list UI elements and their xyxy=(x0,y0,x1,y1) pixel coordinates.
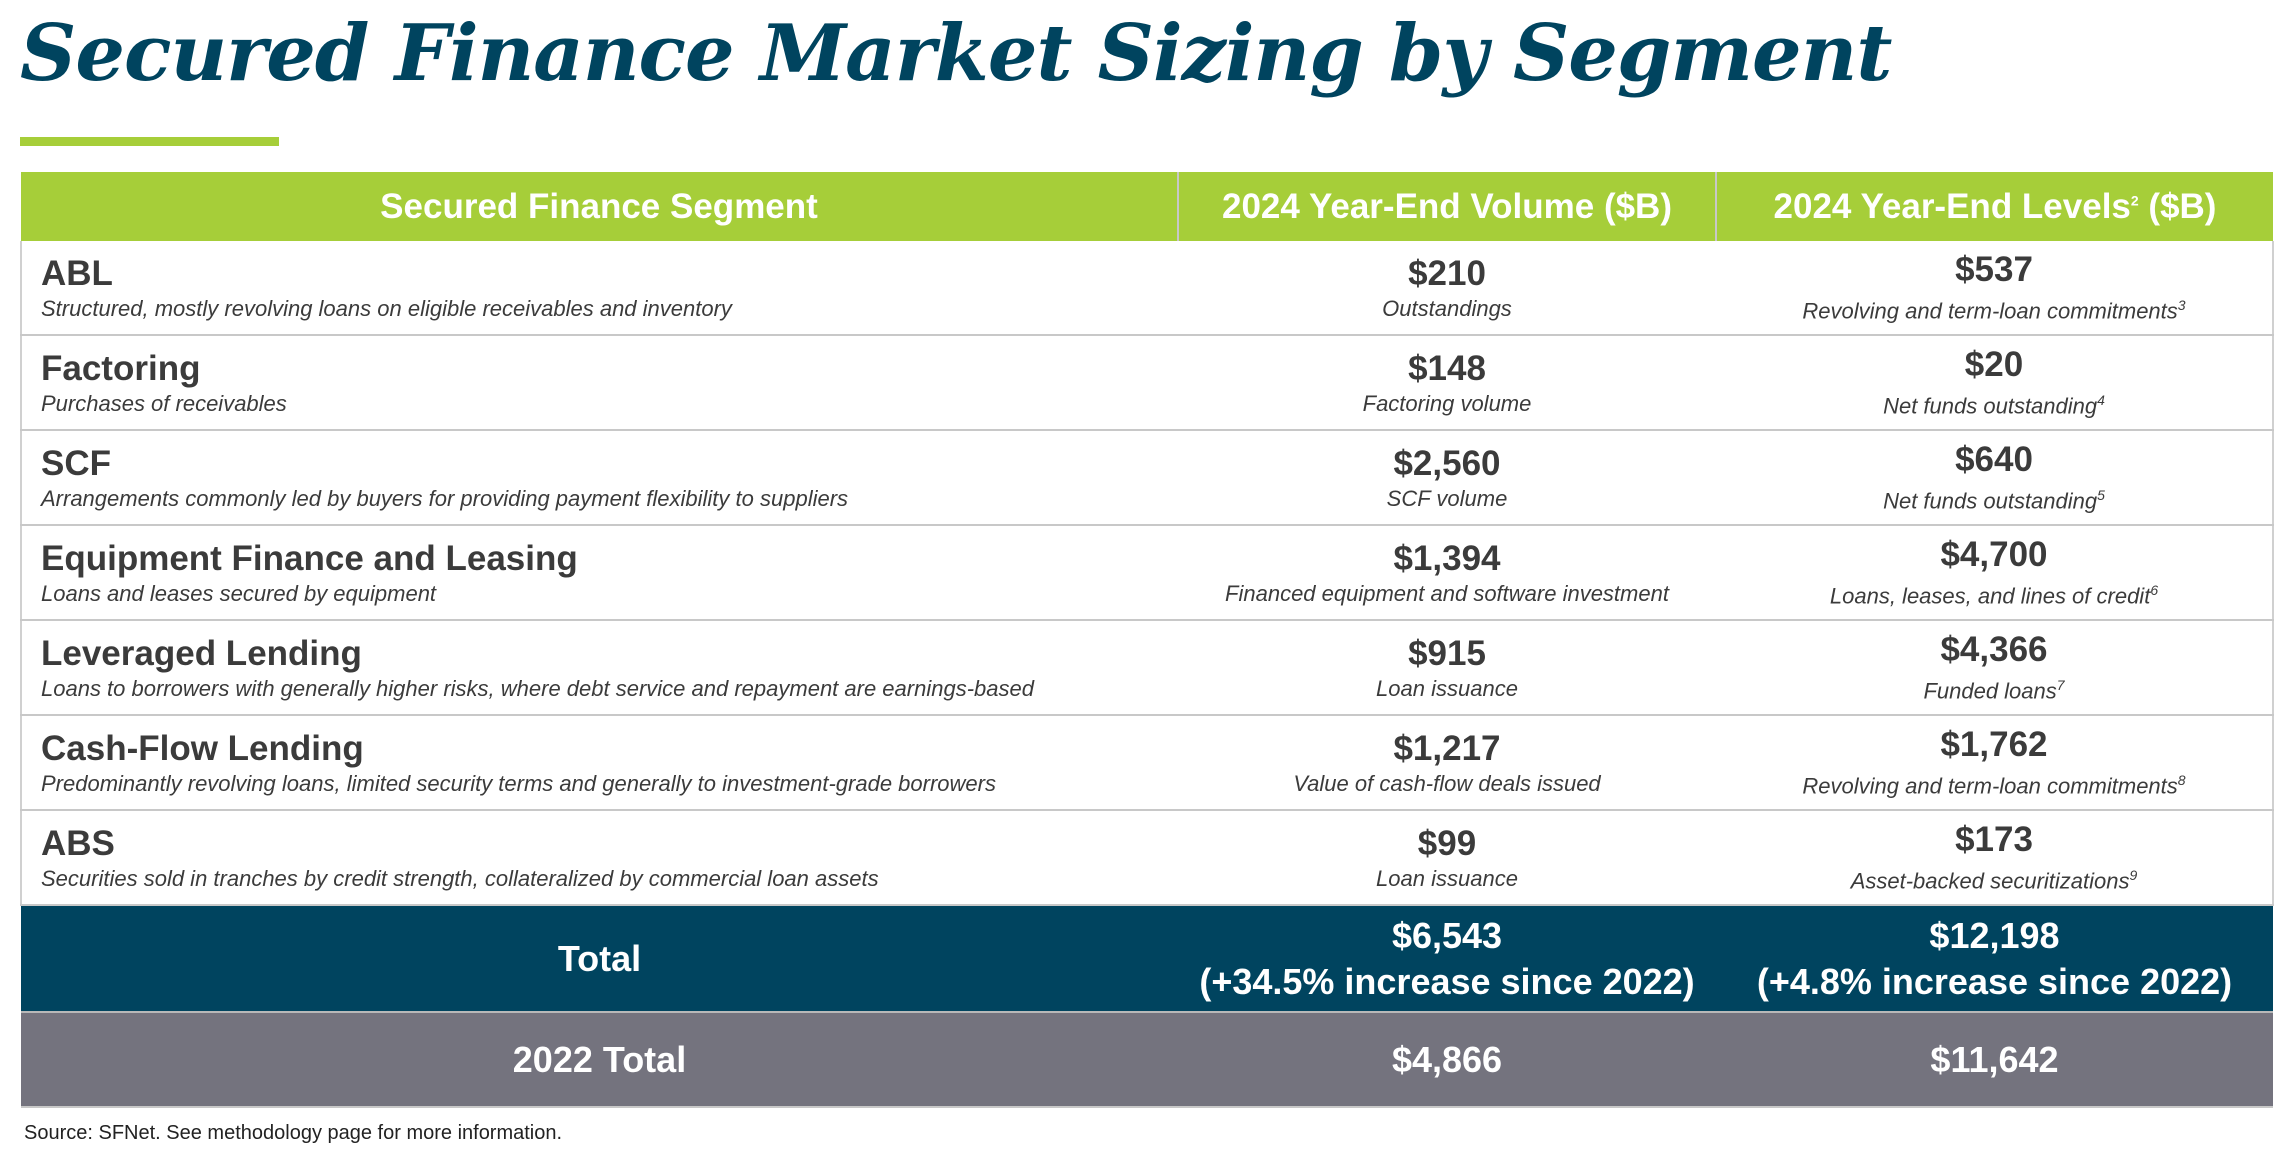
segment-cell: ABL Structured, mostly revolving loans on… xyxy=(20,241,1178,336)
volume-cell: $1,394 Financed equipment and software in… xyxy=(1178,525,1716,621)
level-cell: $20 Net funds outstanding4 xyxy=(1716,335,2274,431)
total-volume: $6,543 (+34.5% increase since 2022) xyxy=(1178,905,1716,1013)
table-row: Equipment Finance and Leasing Loans and l… xyxy=(20,525,2274,621)
segment-name: Equipment Finance and Leasing xyxy=(41,538,578,578)
level-note: Revolving and term-loan commitments8 xyxy=(1802,772,2186,799)
level-cell: $173 Asset-backed securitizations9 xyxy=(1716,810,2274,906)
volume-value: $148 xyxy=(1408,348,1486,388)
volume-cell: $2,560 SCF volume xyxy=(1178,430,1716,526)
volume-note: Factoring volume xyxy=(1362,390,1532,416)
level-cell: $4,700 Loans, leases, and lines of credit… xyxy=(1716,525,2274,621)
level-cell: $537 Revolving and term-loan commitments3 xyxy=(1716,241,2274,336)
segment-name: Factoring xyxy=(41,348,201,388)
volume-cell: $915 Loan issuance xyxy=(1178,620,1716,716)
prior-total-label: 2022 Total xyxy=(21,1012,1178,1108)
page-title: Secured Finance Market Sizing by Segment xyxy=(20,8,1892,99)
volume-cell: $99 Loan issuance xyxy=(1178,810,1716,906)
segment-description: Purchases of receivables xyxy=(41,390,287,416)
table-row: ABS Securities sold in tranches by credit… xyxy=(20,810,2274,906)
segment-name: Leveraged Lending xyxy=(41,633,362,673)
volume-note: Loan issuance xyxy=(1376,675,1518,701)
volume-value: $1,217 xyxy=(1393,728,1501,768)
volume-note: Value of cash-flow deals issued xyxy=(1293,770,1601,796)
volume-value: $915 xyxy=(1408,633,1486,673)
segment-cell: Cash-Flow Lending Predominantly revolving… xyxy=(20,715,1178,811)
total-row: Total $6,543 (+34.5% increase since 2022)… xyxy=(21,905,2273,1013)
volume-value: $2,560 xyxy=(1393,443,1501,483)
segment-cell: SCF Arrangements commonly led by buyers f… xyxy=(20,430,1178,526)
level-value: $20 xyxy=(1964,345,2024,385)
level-note: Loans, leases, and lines of credit6 xyxy=(1829,582,2159,609)
segment-cell: ABS Securities sold in tranches by credit… xyxy=(20,810,1178,906)
level-value: $173 xyxy=(1955,820,2033,860)
prior-total-volume: $4,866 xyxy=(1178,1012,1716,1108)
volume-note: Outstandings xyxy=(1382,295,1512,321)
accent-bar xyxy=(20,137,279,146)
volume-note: Financed equipment and software investme… xyxy=(1225,580,1669,606)
segment-description: Loans to borrowers with generally higher… xyxy=(41,675,1034,701)
level-note: Net funds outstanding4 xyxy=(1883,392,2105,419)
level-value: $4,700 xyxy=(1940,535,2048,575)
level-value: $1,762 xyxy=(1940,725,2048,765)
level-note: Net funds outstanding5 xyxy=(1883,487,2105,514)
market-sizing-table: Secured Finance Segment 2024 Year-End Vo… xyxy=(20,172,2274,1108)
total-label: Total xyxy=(21,905,1178,1013)
source-note: Source: SFNet. See methodology page for … xyxy=(24,1122,563,1144)
segment-description: Structured, mostly revolving loans on el… xyxy=(41,295,732,321)
segment-description: Predominantly revolving loans, limited s… xyxy=(41,770,996,796)
table-row: Leveraged Lending Loans to borrowers with… xyxy=(20,620,2274,716)
table-row: SCF Arrangements commonly led by buyers f… xyxy=(20,430,2274,526)
level-cell: $1,762 Revolving and term-loan commitment… xyxy=(1716,715,2274,811)
segment-name: SCF xyxy=(41,443,111,483)
segment-name: ABS xyxy=(41,823,115,863)
level-note: Asset-backed securitizations9 xyxy=(1850,867,2138,894)
level-value: $537 xyxy=(1955,250,2033,290)
volume-value: $210 xyxy=(1408,253,1486,293)
level-note: Funded loans7 xyxy=(1923,677,2065,704)
table-row: ABL Structured, mostly revolving loans on… xyxy=(20,241,2274,336)
volume-value: $99 xyxy=(1417,823,1477,863)
table-row: Cash-Flow Lending Predominantly revolving… xyxy=(20,715,2274,811)
header-levels: 2024 Year-End Levels2 ($B) xyxy=(1716,172,2273,241)
segment-name: Cash-Flow Lending xyxy=(41,728,364,768)
segment-description: Arrangements commonly led by buyers for … xyxy=(41,485,849,511)
total-level: $12,198 (+4.8% increase since 2022) xyxy=(1716,905,2273,1013)
segment-description: Loans and leases secured by equipment xyxy=(41,580,437,606)
prior-total-level: $11,642 xyxy=(1716,1012,2273,1108)
volume-cell: $148 Factoring volume xyxy=(1178,335,1716,431)
volume-cell: $1,217 Value of cash-flow deals issued xyxy=(1178,715,1716,811)
segment-name: ABL xyxy=(41,253,113,293)
volume-value: $1,394 xyxy=(1393,538,1501,578)
segment-cell: Factoring Purchases of receivables xyxy=(20,335,1178,431)
level-cell: $4,366 Funded loans7 xyxy=(1716,620,2274,716)
prior-total-row: 2022 Total $4,866 $11,642 xyxy=(21,1012,2273,1108)
volume-cell: $210 Outstandings xyxy=(1178,241,1716,336)
level-value: $4,366 xyxy=(1940,630,2048,670)
header-volume: 2024 Year-End Volume ($B) xyxy=(1178,172,1717,241)
header-segment: Secured Finance Segment xyxy=(21,172,1179,241)
segment-description: Securities sold in tranches by credit st… xyxy=(41,865,879,891)
level-note: Revolving and term-loan commitments3 xyxy=(1802,297,2186,324)
volume-note: Loan issuance xyxy=(1376,865,1518,891)
volume-note: SCF volume xyxy=(1386,485,1508,511)
table-row: Factoring Purchases of receivables $148 Fac… xyxy=(20,335,2274,431)
level-value: $640 xyxy=(1955,440,2033,480)
segment-cell: Equipment Finance and Leasing Loans and l… xyxy=(20,525,1178,621)
level-cell: $640 Net funds outstanding5 xyxy=(1716,430,2274,526)
segment-cell: Leveraged Lending Loans to borrowers with… xyxy=(20,620,1178,716)
header-row: Secured Finance Segment 2024 Year-End Vo… xyxy=(21,172,2273,241)
